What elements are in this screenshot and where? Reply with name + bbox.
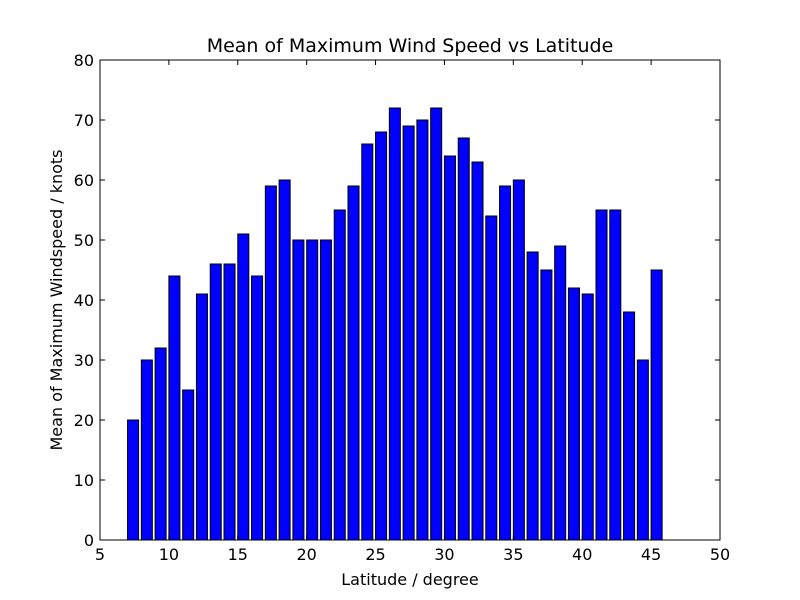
bar-lat-23 [347, 185, 360, 541]
plot-frame [99, 59, 721, 541]
bar-lat-24 [361, 143, 374, 541]
bar-lat-27 [402, 125, 415, 541]
x-tick-label-30: 30 [434, 545, 454, 564]
x-tick-label-40: 40 [572, 545, 592, 564]
bar-lat-20 [306, 239, 319, 541]
bar-lat-44 [636, 359, 649, 541]
y-tick-label-80: 80 [74, 51, 94, 70]
bar-lat-35 [512, 179, 525, 541]
bar-lat-12 [195, 293, 208, 541]
bar-lat-39 [567, 287, 580, 541]
bar-lat-10 [168, 275, 181, 541]
bar-lat-26 [388, 107, 401, 541]
y-tick-label-20: 20 [74, 411, 94, 430]
y-tick-label-40: 40 [74, 291, 94, 310]
bar-lat-21 [319, 239, 332, 541]
bar-lat-14 [223, 263, 236, 541]
bar-lat-16 [251, 275, 264, 541]
x-tick-label-45: 45 [641, 545, 661, 564]
x-tick-label-35: 35 [503, 545, 523, 564]
bar-lat-37 [540, 269, 553, 541]
bar-lat-29 [430, 107, 443, 541]
bar-lat-25 [375, 131, 388, 541]
bar-lat-33 [485, 215, 498, 541]
bar-lat-22 [333, 209, 346, 541]
x-axis-label: Latitude / degree [341, 570, 478, 589]
y-tick-label-60: 60 [74, 171, 94, 190]
bar-lat-45 [650, 269, 663, 541]
x-tick-label-15: 15 [228, 545, 248, 564]
bar-lat-31 [457, 137, 470, 541]
chart-title: Mean of Maximum Wind Speed vs Latitude [207, 35, 614, 57]
bar-lat-41 [595, 209, 608, 541]
x-tick-label-25: 25 [365, 545, 385, 564]
bar-lat-32 [471, 161, 484, 541]
bar-lat-30 [443, 155, 456, 541]
bar-lat-9 [154, 347, 167, 541]
bar-lat-17 [264, 185, 277, 541]
bar-lat-18 [278, 179, 291, 541]
bar-lat-19 [292, 239, 305, 541]
y-tick-label-70: 70 [74, 111, 94, 130]
bar-lat-36 [526, 251, 539, 541]
bar-lat-7 [127, 419, 140, 541]
bar-lat-42 [609, 209, 622, 541]
bar-lat-38 [554, 245, 567, 541]
y-tick-label-50: 50 [74, 231, 94, 250]
bar-lat-8 [140, 359, 153, 541]
ticks-group: 5 10 15 20 25 30 35 40 45 50 0 10 20 30 40 50 60 70 80 [74, 51, 731, 564]
y-tick-label-30: 30 [74, 351, 94, 370]
y-axis-label: Mean of Maximum Windspeed / knots [47, 149, 66, 450]
y-tick-label-10: 10 [74, 471, 94, 490]
bar-lat-40 [581, 293, 594, 541]
bar-lat-15 [237, 233, 250, 541]
bar-lat-43 [623, 311, 636, 541]
bar-lat-13 [209, 263, 222, 541]
x-tick-label-10: 10 [159, 545, 179, 564]
bar-lat-11 [182, 389, 195, 541]
bar-lat-28 [416, 119, 429, 541]
y-tick-label-0: 0 [84, 531, 94, 550]
x-tick-label-50: 50 [710, 545, 730, 564]
x-tick-label-20: 20 [296, 545, 316, 564]
x-tick-label-5: 5 [95, 545, 105, 564]
bar-lat-34 [499, 185, 512, 541]
